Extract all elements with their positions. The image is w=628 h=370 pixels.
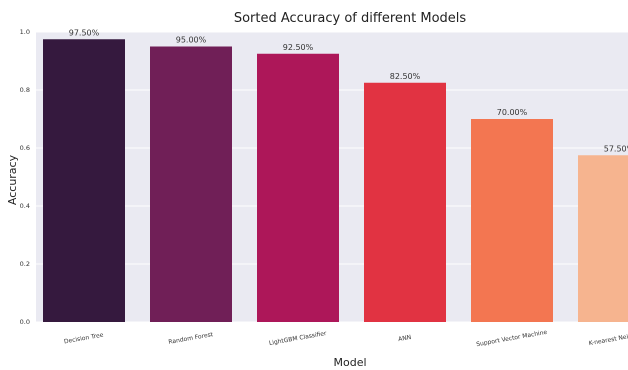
x-axis-ticks: Decision Tree Random Forest LightGBM Class…	[63, 329, 628, 348]
bar	[471, 119, 553, 322]
x-tick-label: K-nearest Neighbors	[588, 330, 628, 347]
data-label: 82.50%	[390, 72, 421, 81]
bar	[257, 53, 339, 322]
x-tick-label: ANN	[398, 334, 412, 343]
x-axis-label: Model	[333, 356, 366, 369]
y-tick-label: 0.4	[20, 202, 30, 210]
data-labels: 97.50% 95.00% 92.50% 82.50% 70.00% 57.50%	[69, 28, 628, 153]
data-label: 97.50%	[69, 28, 100, 37]
x-tick-label: Random Forest	[168, 331, 214, 346]
data-label: 57.50%	[604, 144, 628, 153]
y-tick-label: 0.6	[20, 144, 30, 152]
bar	[150, 46, 232, 322]
bar	[578, 155, 628, 322]
y-tick-label: 0.8	[20, 86, 30, 94]
x-tick-label: Support Vector Machine	[476, 329, 548, 348]
bars	[43, 39, 628, 322]
y-tick-label: 0.2	[20, 260, 30, 268]
y-axis-ticks: 0.0 0.2 0.4 0.6 0.8 1.0	[20, 28, 30, 326]
bar	[364, 82, 446, 322]
bar	[43, 39, 125, 322]
data-label: 95.00%	[176, 36, 207, 45]
x-tick-label: Decision Tree	[63, 332, 104, 346]
y-tick-label: 1.0	[20, 28, 30, 36]
data-label: 92.50%	[283, 43, 314, 52]
chart-title: Sorted Accuracy of different Models	[234, 11, 467, 26]
y-axis-label: Accuracy	[6, 154, 19, 205]
x-tick-label: LightGBM Classifier	[268, 330, 327, 347]
y-tick-label: 0.0	[20, 318, 30, 326]
data-label: 70.00%	[497, 108, 528, 117]
